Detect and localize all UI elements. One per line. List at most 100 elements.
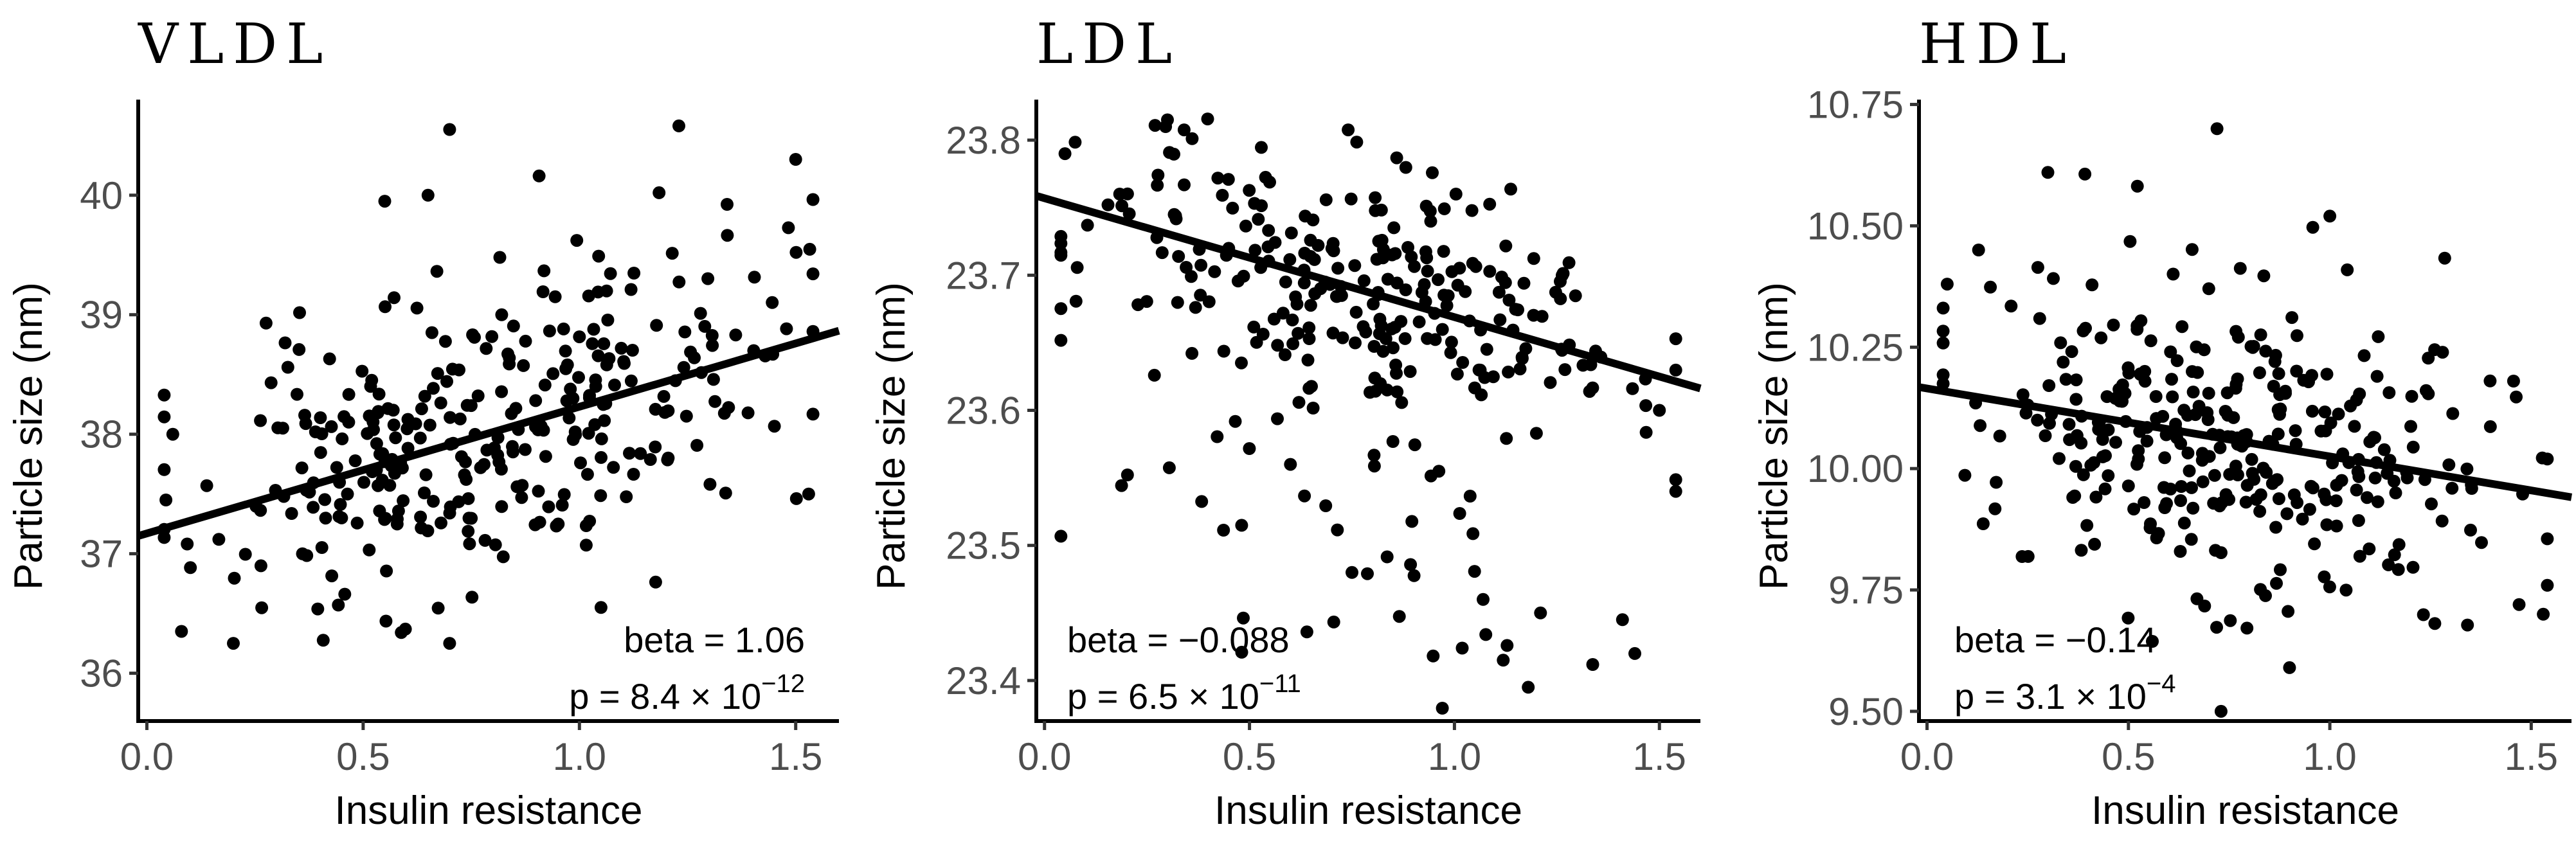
data-point bbox=[1195, 495, 1209, 508]
data-point bbox=[552, 517, 565, 531]
data-point bbox=[1162, 461, 1176, 474]
data-point bbox=[380, 564, 393, 578]
data-point bbox=[2195, 447, 2209, 460]
data-point bbox=[316, 634, 330, 647]
data-point bbox=[1385, 322, 1398, 335]
data-point bbox=[1216, 188, 1229, 202]
data-point bbox=[264, 376, 278, 389]
data-point bbox=[2389, 486, 2402, 499]
data-point bbox=[509, 402, 523, 415]
data-point bbox=[2196, 475, 2210, 488]
data-point bbox=[335, 511, 348, 524]
data-point bbox=[1405, 515, 1419, 528]
data-point bbox=[2240, 479, 2254, 492]
data-point bbox=[2483, 420, 2497, 433]
data-point bbox=[2094, 331, 2108, 344]
data-point bbox=[1380, 550, 1394, 564]
data-point bbox=[1369, 191, 1382, 204]
data-point bbox=[617, 355, 631, 368]
data-point bbox=[1500, 639, 1514, 652]
data-point bbox=[2475, 536, 2488, 549]
data-point bbox=[2231, 330, 2245, 344]
data-point bbox=[1497, 654, 1510, 667]
data-point bbox=[748, 271, 761, 284]
data-point bbox=[2186, 386, 2200, 398]
data-point bbox=[2160, 497, 2173, 510]
data-point bbox=[1936, 325, 1950, 338]
data-point bbox=[1235, 519, 1248, 532]
data-point bbox=[491, 449, 505, 462]
data-point bbox=[2246, 467, 2259, 480]
x-tick-label: 0.0 bbox=[1900, 735, 1954, 778]
data-point bbox=[1185, 132, 1199, 145]
data-point bbox=[1399, 161, 1412, 174]
data-point bbox=[446, 362, 459, 376]
data-point bbox=[2285, 311, 2299, 325]
data-point bbox=[678, 325, 692, 339]
data-point bbox=[2165, 373, 2178, 386]
data-point bbox=[1522, 681, 1535, 694]
data-point bbox=[1367, 459, 1381, 473]
data-point bbox=[1404, 558, 1418, 571]
data-point bbox=[460, 473, 473, 486]
data-point bbox=[493, 251, 507, 264]
data-point bbox=[2271, 427, 2285, 441]
data-point bbox=[2247, 340, 2260, 353]
data-point bbox=[1178, 178, 1191, 192]
data-point bbox=[1054, 302, 1068, 316]
data-point bbox=[2254, 583, 2267, 596]
data-point bbox=[701, 272, 715, 285]
data-point bbox=[789, 492, 803, 505]
data-point bbox=[1440, 299, 1454, 312]
data-point bbox=[2406, 560, 2420, 574]
data-point bbox=[1408, 260, 1421, 273]
data-point bbox=[366, 415, 380, 429]
data-point bbox=[2436, 346, 2449, 359]
data-point bbox=[291, 388, 303, 401]
data-point bbox=[620, 490, 633, 503]
data-point bbox=[517, 359, 530, 372]
data-point bbox=[1235, 645, 1248, 659]
data-point bbox=[2332, 407, 2345, 421]
data-point bbox=[563, 411, 576, 425]
data-point bbox=[1349, 305, 1363, 319]
data-point bbox=[503, 351, 516, 364]
data-point bbox=[600, 358, 613, 371]
scatter-points bbox=[158, 119, 820, 650]
data-point bbox=[1993, 429, 2006, 443]
data-point bbox=[806, 407, 820, 421]
data-point bbox=[159, 494, 173, 506]
data-point bbox=[1958, 468, 1972, 482]
data-point bbox=[2069, 373, 2083, 387]
data-point bbox=[626, 344, 639, 357]
data-point bbox=[2076, 324, 2090, 337]
data-point bbox=[789, 245, 803, 259]
data-point bbox=[2175, 480, 2188, 493]
data-point bbox=[430, 265, 444, 278]
y-tick-label: 10.50 bbox=[1807, 204, 1904, 247]
data-point bbox=[1148, 368, 1161, 382]
data-point bbox=[2388, 548, 2401, 562]
beta-annotation: beta = 1.06 bbox=[624, 620, 805, 660]
data-point bbox=[2341, 263, 2354, 276]
data-point bbox=[334, 498, 347, 511]
data-point bbox=[1252, 213, 1265, 226]
data-point bbox=[259, 316, 273, 330]
data-point bbox=[1974, 419, 1987, 432]
data-point bbox=[2273, 388, 2287, 402]
y-tick-label: 38 bbox=[80, 413, 123, 456]
y-tick-label: 10.25 bbox=[1807, 326, 1904, 369]
data-point bbox=[1639, 425, 1653, 439]
data-point bbox=[2069, 393, 2083, 406]
data-point bbox=[1408, 438, 1421, 452]
data-point bbox=[1367, 449, 1381, 462]
data-point bbox=[370, 437, 383, 450]
data-point bbox=[1437, 245, 1450, 258]
data-point bbox=[453, 412, 467, 425]
beta-annotation: beta = −0.088 bbox=[1067, 620, 1290, 660]
data-point bbox=[2368, 471, 2382, 485]
data-point bbox=[802, 487, 815, 501]
data-point bbox=[381, 402, 395, 415]
data-point bbox=[2134, 368, 2147, 381]
